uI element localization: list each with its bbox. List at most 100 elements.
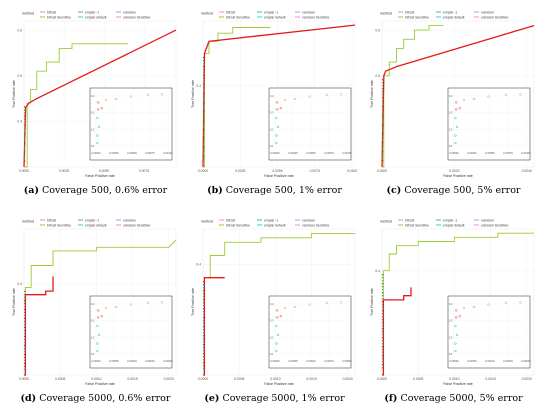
legend-title: method bbox=[201, 220, 213, 224]
legend-label: vamsian bbox=[481, 218, 494, 222]
roc-point bbox=[202, 122, 205, 125]
roc-point bbox=[23, 308, 26, 311]
inset-x-tick: 0.00010 bbox=[306, 359, 316, 363]
inset-point bbox=[276, 309, 279, 312]
legend-label: vamsian bbox=[481, 10, 494, 14]
roc-point bbox=[381, 124, 384, 126]
legend-label: empiar -1 bbox=[443, 10, 457, 14]
x-axis-label: False Positive rate bbox=[443, 174, 473, 178]
legend-title: method bbox=[380, 220, 392, 224]
x-tick-label: 0.0075 bbox=[310, 169, 320, 173]
inset-point bbox=[96, 141, 99, 145]
roc-point bbox=[23, 136, 26, 138]
roc-point bbox=[23, 293, 26, 296]
inset-x-tick: 0.00005 bbox=[288, 359, 298, 363]
roc-point bbox=[23, 118, 26, 120]
roc-point bbox=[202, 323, 205, 325]
caption-f: (f) Coverage 5000, 5% error bbox=[366, 393, 541, 404]
roc-point bbox=[381, 139, 384, 141]
inset-point bbox=[146, 301, 149, 304]
roc-point bbox=[381, 316, 384, 318]
legend-label: bifrost bbox=[405, 218, 414, 222]
inset-point bbox=[97, 333, 100, 336]
roc-point bbox=[381, 298, 384, 300]
roc-point bbox=[202, 65, 205, 68]
roc-point bbox=[381, 121, 384, 123]
inset-c: 0.00000 0.00025 0.00050 0.00075 0.00100 0.1 0.… bbox=[447, 87, 531, 161]
roc-point bbox=[202, 155, 205, 158]
roc-point bbox=[23, 314, 26, 317]
roc-point bbox=[381, 79, 384, 81]
caption-letter-d: (d) bbox=[20, 393, 37, 404]
inset-point bbox=[308, 303, 311, 306]
x-tick-label: 0.0100 bbox=[347, 169, 357, 173]
roc-point bbox=[381, 334, 384, 336]
y-tick-label: 0.4 bbox=[17, 282, 22, 286]
inset-point bbox=[455, 101, 458, 104]
roc-point bbox=[202, 287, 205, 289]
inset-y-tick: 0.2 bbox=[91, 335, 95, 339]
inset-x-tick: 0.00000 bbox=[449, 151, 459, 155]
roc-point bbox=[202, 344, 205, 346]
legend-label: bifrost bbox=[405, 10, 414, 14]
x-tick-label: 0.0000 bbox=[19, 169, 29, 173]
inset-point bbox=[97, 309, 100, 312]
roc-point bbox=[381, 337, 384, 339]
roc-point bbox=[202, 314, 205, 316]
legend-label: empiar default bbox=[443, 223, 465, 227]
x-tick-label: 0.0005 bbox=[55, 377, 65, 381]
inset-x-tick: 0.00015 bbox=[503, 359, 513, 363]
inset-point bbox=[276, 125, 279, 128]
inset-point bbox=[455, 125, 458, 128]
inset-point bbox=[97, 108, 100, 111]
inset-point bbox=[129, 95, 132, 98]
roc-point bbox=[202, 335, 205, 337]
x-tick-label: 0.0000 bbox=[198, 377, 208, 381]
inset-y-tick: 0.1 bbox=[91, 144, 95, 148]
roc-point bbox=[202, 104, 205, 107]
roc-point bbox=[202, 362, 205, 364]
roc-point bbox=[381, 151, 384, 153]
roc-point bbox=[202, 302, 205, 304]
legend-label: empiar default bbox=[264, 223, 286, 227]
inset-y-tick: 0.3 bbox=[91, 111, 95, 115]
roc-point bbox=[202, 56, 205, 59]
legend-label: vamsian bbox=[123, 218, 136, 222]
inset-x-tick: 0.00075 bbox=[145, 151, 155, 155]
legend-label: bifrost bbox=[226, 10, 235, 14]
caption-b: (b) Coverage 500, 1% error bbox=[187, 185, 362, 196]
roc-point bbox=[202, 311, 205, 313]
roc-point bbox=[202, 305, 205, 307]
roc-point bbox=[381, 310, 384, 312]
series-line-green bbox=[382, 25, 444, 168]
caption-a: (a) Coverage 500, 0.6% error bbox=[8, 185, 183, 196]
inset-y-tick: 0.4 bbox=[270, 94, 274, 98]
x-tick-label: 0.0050 bbox=[99, 169, 109, 173]
inset-point bbox=[275, 324, 278, 328]
x-tick-label: 0.0010 bbox=[270, 377, 280, 381]
inset-x-tick: 0.00100 bbox=[521, 151, 531, 155]
roc-point bbox=[23, 133, 26, 135]
chart-panel-b: method bifrost bifrost Sensitive empiar -1 e… bbox=[187, 2, 362, 202]
roc-point bbox=[381, 313, 384, 315]
inset-point bbox=[279, 107, 282, 110]
series-line-red bbox=[382, 287, 412, 376]
x-tick-label: 0.0025 bbox=[59, 169, 69, 173]
inset-y-tick: 0.1 bbox=[449, 144, 453, 148]
roc-point bbox=[202, 71, 205, 74]
roc-point bbox=[23, 127, 26, 129]
roc-point bbox=[23, 335, 26, 338]
caption-e: (e) Coverage 5000, 1% error bbox=[187, 393, 362, 404]
roc-point bbox=[23, 124, 26, 126]
roc-point bbox=[202, 128, 205, 131]
y-tick-label: 0.5 bbox=[17, 74, 22, 78]
chart-panel-d: method bifrost bifrost Sensitive empiar -1 e… bbox=[8, 210, 183, 410]
inset-x-tick: 0.00005 bbox=[109, 359, 119, 363]
roc-point bbox=[381, 118, 384, 120]
inset-point bbox=[96, 324, 99, 328]
inset-point bbox=[454, 134, 457, 137]
roc-point bbox=[202, 338, 205, 340]
series-line-red bbox=[23, 29, 177, 168]
